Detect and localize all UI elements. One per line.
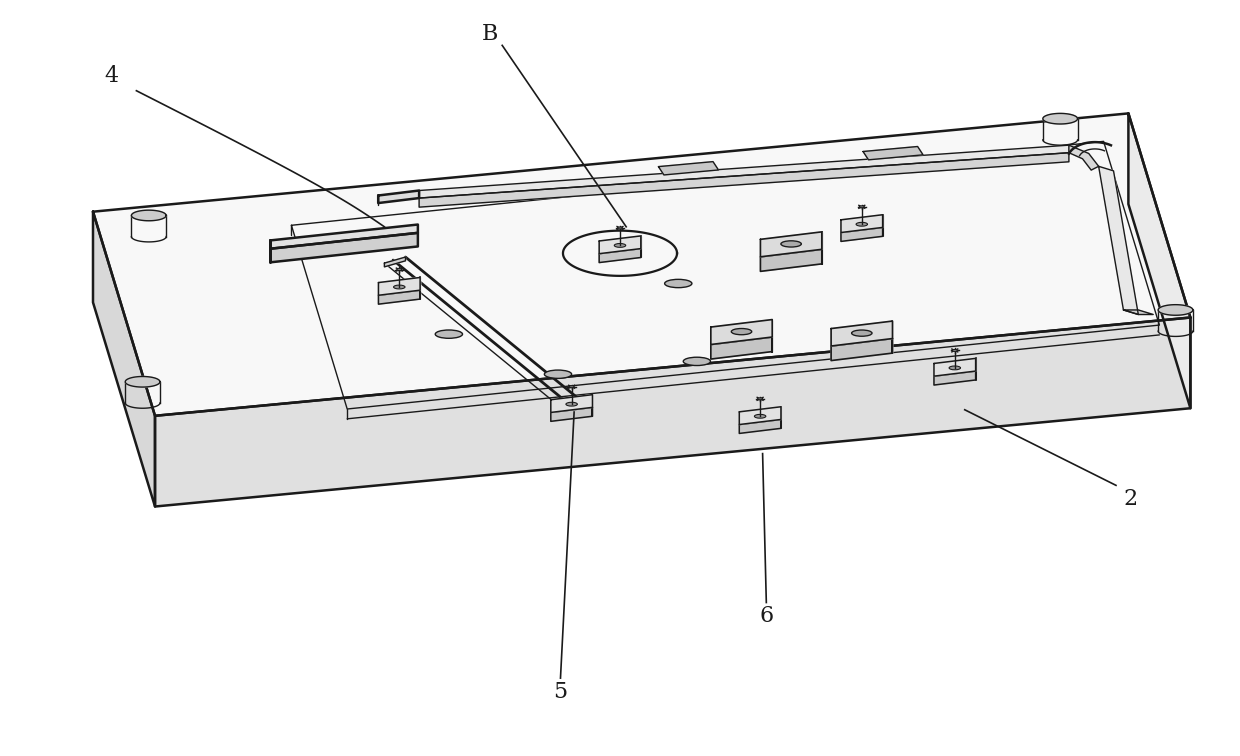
Polygon shape [93,113,1190,416]
Ellipse shape [435,330,463,339]
Ellipse shape [393,285,405,289]
Ellipse shape [852,330,872,336]
Polygon shape [378,290,420,304]
Polygon shape [1123,310,1153,314]
Polygon shape [711,337,773,359]
Ellipse shape [683,358,711,366]
Polygon shape [1043,113,1078,124]
Polygon shape [1069,145,1099,170]
Text: 6: 6 [759,605,774,627]
Ellipse shape [569,386,574,388]
Ellipse shape [665,280,692,288]
Polygon shape [131,210,166,221]
Ellipse shape [781,241,801,247]
Polygon shape [93,212,155,507]
Ellipse shape [952,349,957,352]
Ellipse shape [754,414,766,418]
Polygon shape [831,321,893,346]
Polygon shape [760,232,822,257]
Polygon shape [270,225,418,249]
Polygon shape [831,339,893,361]
Text: 4: 4 [104,64,119,87]
Ellipse shape [544,370,572,378]
Polygon shape [1128,113,1190,408]
Polygon shape [125,376,160,387]
Polygon shape [270,233,418,262]
Polygon shape [658,162,718,175]
Ellipse shape [949,366,961,370]
Ellipse shape [397,268,402,271]
Polygon shape [551,395,593,413]
Polygon shape [711,320,773,345]
Polygon shape [155,318,1190,507]
Polygon shape [1099,166,1138,314]
Polygon shape [934,358,976,376]
Polygon shape [760,249,822,271]
Text: 2: 2 [1123,488,1138,510]
Polygon shape [378,191,419,203]
Ellipse shape [614,243,626,247]
Polygon shape [934,371,976,385]
Ellipse shape [859,206,864,208]
Polygon shape [739,420,781,433]
Ellipse shape [732,329,751,335]
Polygon shape [419,153,1069,207]
Ellipse shape [758,398,763,400]
Polygon shape [599,249,641,262]
Polygon shape [841,228,883,241]
Polygon shape [551,407,593,421]
Text: B: B [481,23,498,45]
Text: 5: 5 [553,680,568,703]
Polygon shape [419,145,1069,198]
Polygon shape [739,407,781,425]
Polygon shape [565,405,587,415]
Ellipse shape [565,402,578,406]
Polygon shape [1158,305,1193,315]
Polygon shape [378,277,420,296]
Polygon shape [599,236,641,254]
Polygon shape [841,215,883,233]
Polygon shape [384,257,405,267]
Polygon shape [863,147,923,160]
Ellipse shape [856,222,868,226]
Ellipse shape [618,227,622,229]
